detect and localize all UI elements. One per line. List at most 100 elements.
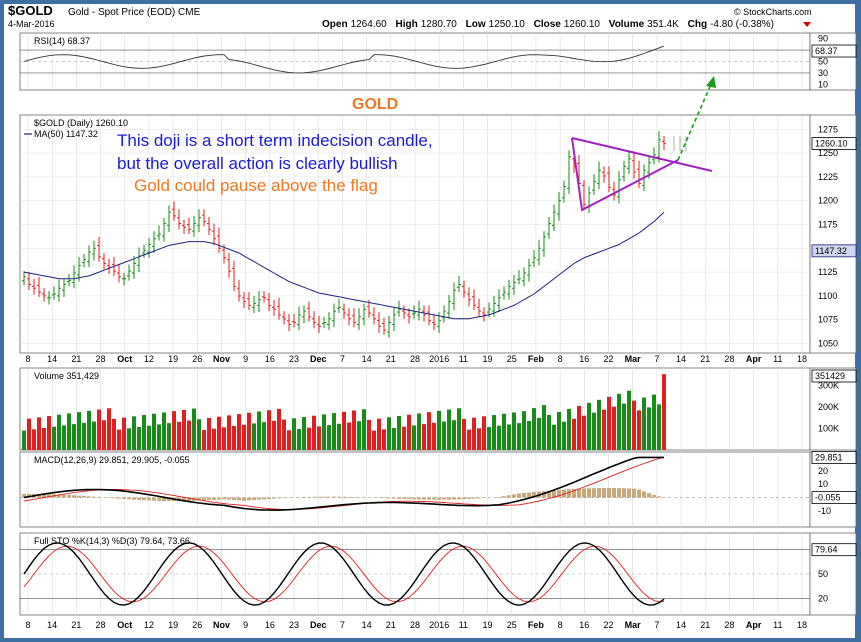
macd-histogram-bar bbox=[627, 488, 631, 498]
volume-bar bbox=[442, 421, 446, 450]
volume-bar bbox=[592, 412, 596, 450]
macd-histogram-bar bbox=[272, 497, 276, 499]
volume-bar bbox=[457, 408, 461, 450]
x-tick-label-bottom-31: 11 bbox=[773, 620, 782, 630]
volume-bar bbox=[122, 417, 126, 450]
macd-histogram-bar bbox=[217, 497, 221, 500]
macd-histogram-bar bbox=[307, 496, 311, 498]
projection-arrow-line bbox=[677, 81, 713, 161]
volume-bar bbox=[432, 422, 436, 450]
macd-histogram-bar bbox=[427, 497, 431, 500]
volume-bar bbox=[422, 424, 426, 450]
volume-bar bbox=[622, 403, 626, 450]
volume-bar bbox=[87, 410, 91, 450]
rsi-y-tick-4: 90 bbox=[818, 34, 828, 44]
macd-histogram-bar bbox=[157, 497, 161, 501]
macd-histogram-bar bbox=[232, 497, 236, 501]
annotation-doji: This doji is a short term indecision can… bbox=[117, 131, 433, 150]
volume-bar bbox=[607, 396, 611, 450]
volume-bar bbox=[537, 417, 541, 450]
macd-y-tick-0: -10 bbox=[818, 506, 831, 516]
volume-bar bbox=[522, 411, 526, 450]
macd-histogram-bar bbox=[207, 497, 211, 501]
sto-y-tick-0: 20 bbox=[818, 594, 828, 604]
macd-histogram-bar bbox=[632, 488, 636, 498]
volume-bar bbox=[572, 418, 576, 450]
x-tick-label-bottom-29: 28 bbox=[724, 620, 734, 630]
macd-tag: 29.851 bbox=[815, 453, 843, 463]
x-tick-label-top-21: Feb bbox=[528, 354, 545, 364]
macd-histogram-bar bbox=[617, 488, 621, 498]
volume-bar bbox=[317, 426, 321, 450]
volume-bar bbox=[72, 424, 76, 450]
volume-bar bbox=[647, 407, 651, 450]
volume-bar bbox=[417, 413, 421, 450]
macd-histogram-bar bbox=[472, 497, 476, 499]
macd-histogram-bar bbox=[527, 492, 531, 498]
volume-bar bbox=[397, 416, 401, 450]
sto-y-tick-1: 50 bbox=[818, 569, 828, 579]
macd-hist-tag-box bbox=[811, 491, 857, 505]
macd-histogram-bar bbox=[447, 497, 451, 500]
macd-histogram-bar bbox=[572, 488, 576, 498]
macd-histogram-bar bbox=[242, 497, 246, 501]
x-tick-label-top-8: Nov bbox=[213, 354, 230, 364]
x-tick-label-bottom-0: 8 bbox=[25, 620, 30, 630]
macd-histogram-bar bbox=[147, 497, 151, 501]
macd-histogram-bar bbox=[467, 497, 471, 499]
price-y-tick-9: 1275 bbox=[818, 124, 838, 134]
volume-bar bbox=[407, 414, 411, 450]
volume-bar bbox=[172, 411, 176, 450]
volume-bar bbox=[597, 399, 601, 450]
projection-arrow-head-icon bbox=[706, 76, 716, 88]
macd-histogram-bar bbox=[457, 497, 461, 500]
rsi-tag-box bbox=[811, 44, 857, 58]
volume-bar bbox=[502, 413, 506, 450]
macd-histogram-bar bbox=[152, 497, 156, 501]
volume-bar bbox=[197, 419, 201, 450]
chart-date: 4-Mar-2016 bbox=[8, 19, 55, 29]
macd-histogram-bar bbox=[262, 497, 266, 500]
sto-d-line bbox=[23, 545, 665, 603]
macd-histogram-bar bbox=[137, 497, 141, 500]
x-tick-label-top-23: 16 bbox=[579, 354, 589, 364]
volume-bar bbox=[587, 402, 591, 450]
volume-bar bbox=[152, 413, 156, 450]
macd-histogram-bar bbox=[187, 497, 191, 501]
macd-hist-tag: -0.055 bbox=[815, 493, 841, 503]
volume-bar bbox=[92, 421, 96, 450]
x-tick-label-bottom-30: Apr bbox=[746, 620, 762, 630]
rsi-tag: 68.37 bbox=[815, 46, 838, 56]
volume-bar bbox=[557, 411, 561, 450]
macd-histogram-bar bbox=[637, 489, 641, 498]
x-tick-label-top-29: 28 bbox=[724, 354, 734, 364]
volume-bar bbox=[287, 430, 291, 450]
volume-bar bbox=[107, 408, 111, 450]
volume-bar bbox=[542, 405, 546, 450]
x-tick-label-top-12: Dec bbox=[310, 354, 327, 364]
macd-histogram-bar bbox=[37, 494, 41, 498]
x-tick-label-bottom-20: 25 bbox=[507, 620, 517, 630]
volume-bar bbox=[577, 405, 581, 450]
volume-bar bbox=[137, 427, 141, 450]
volume-bar bbox=[217, 416, 221, 450]
vol-y-tick-1: 200K bbox=[818, 402, 839, 412]
macd-histogram-bar bbox=[87, 496, 91, 498]
sto-tag-box bbox=[811, 543, 857, 557]
volume-bar bbox=[552, 424, 556, 450]
volume-bar bbox=[617, 393, 621, 450]
volume-bar bbox=[362, 409, 366, 450]
volume-bar bbox=[97, 409, 101, 450]
macd-histogram-bar bbox=[142, 497, 146, 501]
volume-bar bbox=[282, 419, 286, 450]
macd-histogram-bar bbox=[602, 488, 606, 498]
volume-bar bbox=[187, 420, 191, 450]
macd-histogram-bar bbox=[612, 488, 616, 498]
volume-bar bbox=[57, 414, 61, 450]
volume-bar bbox=[267, 410, 271, 450]
macd-histogram-bar bbox=[477, 497, 481, 499]
x-tick-label-top-16: 28 bbox=[410, 354, 420, 364]
price-y-tick-2: 1100 bbox=[818, 291, 837, 301]
ohlc-readout: Open 1264.60 High 1280.70 Low 1250.10 Close… bbox=[322, 19, 774, 30]
